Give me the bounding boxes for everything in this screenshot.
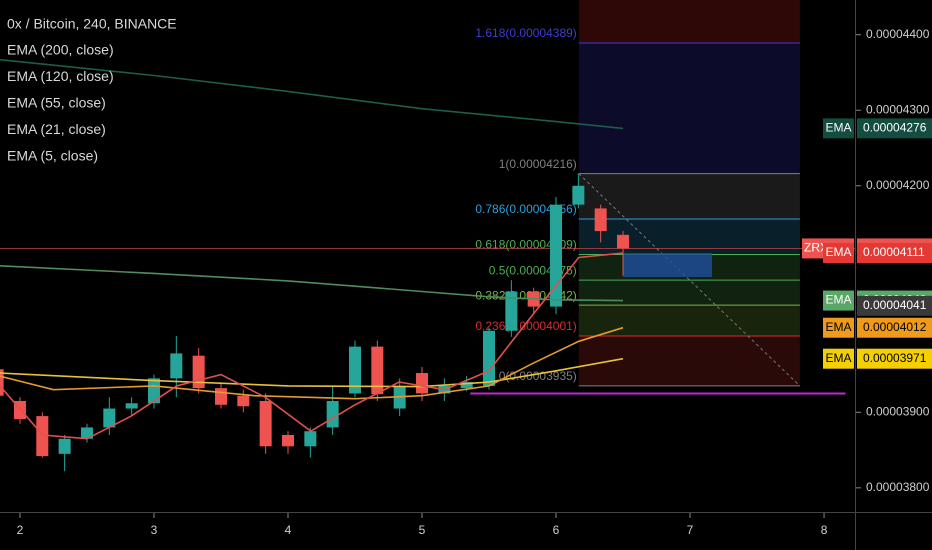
price-tag bbox=[857, 118, 932, 139]
price-tag-label-box bbox=[823, 290, 854, 311]
y-tick-label: 0.00003900 bbox=[866, 404, 930, 418]
plot-area: 1.618(0.00004389)1(0.00004216)0.786(0.00… bbox=[0, 0, 855, 472]
price-tag-label: EMA bbox=[825, 320, 851, 334]
legend-entry: EMA (200, close) bbox=[7, 42, 114, 58]
fib-zone bbox=[578, 173, 800, 219]
x-tick-label: 2 bbox=[17, 523, 24, 537]
chart-title: 0x / Bitcoin, 240, BINANCE bbox=[7, 16, 177, 32]
candle-body bbox=[304, 431, 317, 447]
price-tag-value: 0.00004012 bbox=[863, 320, 927, 334]
candle-body bbox=[58, 438, 71, 454]
ema-line bbox=[0, 252, 624, 440]
candle-body bbox=[259, 400, 272, 447]
ema-line bbox=[0, 326, 624, 400]
candle-body bbox=[460, 382, 473, 389]
y-tick-label: 0.00004300 bbox=[866, 102, 930, 116]
candle-body bbox=[594, 208, 607, 232]
candle-body bbox=[483, 330, 496, 386]
ema-line bbox=[0, 58, 624, 130]
fib-zone bbox=[578, 43, 800, 174]
price-tags: 0.00004117ZRXBTC0.00004276EMA0.00004111E… bbox=[802, 118, 932, 369]
price-tag-label: EMA bbox=[825, 351, 851, 365]
fib-zone bbox=[578, 336, 800, 386]
candle-body bbox=[237, 395, 250, 407]
price-tag-value: 0.00003971 bbox=[863, 351, 927, 365]
position-box bbox=[623, 253, 712, 277]
candle-body bbox=[36, 416, 49, 457]
price-tag-label: EMA bbox=[825, 245, 851, 259]
price-tag-label: EMA bbox=[825, 293, 851, 307]
x-tick-label: 6 bbox=[553, 523, 560, 537]
candle-body bbox=[348, 346, 361, 394]
fib-label: 0(0.00003935) bbox=[499, 369, 577, 383]
fib-zone bbox=[578, 305, 800, 337]
candle-body bbox=[125, 403, 138, 409]
legend: 0x / Bitcoin, 240, BINANCE EMA (200, clo… bbox=[7, 16, 177, 164]
price-tag-label-box bbox=[823, 348, 854, 369]
y-tick-label: 0.00004200 bbox=[866, 178, 930, 192]
price-tag bbox=[857, 317, 932, 338]
legend-entry: EMA (120, close) bbox=[7, 68, 114, 84]
fib-label: 0.236(0.00004001) bbox=[475, 319, 576, 333]
y-tick-label: 0.00003800 bbox=[866, 480, 930, 494]
candle-body bbox=[617, 234, 630, 249]
x-tick-label: 8 bbox=[821, 523, 828, 537]
candle-body bbox=[281, 434, 294, 447]
fib-label: 1.618(0.00004389) bbox=[475, 26, 576, 40]
x-tick-label: 4 bbox=[285, 523, 292, 537]
price-tag-label-box bbox=[823, 242, 854, 263]
legend-entry: EMA (21, close) bbox=[7, 121, 106, 137]
candle-body bbox=[214, 388, 227, 405]
candle-body bbox=[505, 291, 518, 331]
price-tag bbox=[857, 348, 932, 369]
price-tag bbox=[857, 295, 932, 316]
legend-entry: EMA (55, close) bbox=[7, 95, 106, 111]
price-tag-label-box bbox=[823, 118, 854, 139]
candle-body bbox=[572, 185, 585, 205]
candle-body bbox=[371, 346, 384, 395]
price-tag-value: 0.00004276 bbox=[863, 121, 927, 135]
price-tag bbox=[857, 242, 932, 263]
candle-body bbox=[170, 353, 183, 379]
fib-zone bbox=[578, 218, 800, 255]
price-tag-label: EMA bbox=[825, 121, 851, 135]
candle-body bbox=[147, 378, 160, 404]
candle-body bbox=[326, 400, 339, 428]
candle-body bbox=[80, 427, 93, 439]
legend-entry: EMA (5, close) bbox=[7, 148, 98, 164]
fib-zone bbox=[578, 280, 800, 306]
fib-label: 1(0.00004216) bbox=[499, 157, 577, 171]
fib-zone bbox=[578, 0, 800, 44]
candle-body bbox=[103, 408, 116, 428]
y-tick-label: 0.00004400 bbox=[866, 27, 930, 41]
x-tick-label: 7 bbox=[687, 523, 694, 537]
x-tick-label: 5 bbox=[419, 523, 426, 537]
price-tag-label-box bbox=[823, 317, 854, 338]
price-tag-value: 0.00004041 bbox=[863, 298, 927, 312]
ema-line bbox=[0, 265, 624, 302]
price-tag-value: 0.00004111 bbox=[863, 245, 925, 259]
x-tick-label: 3 bbox=[151, 523, 158, 537]
candle-body bbox=[416, 373, 429, 394]
candle-body bbox=[0, 369, 4, 396]
